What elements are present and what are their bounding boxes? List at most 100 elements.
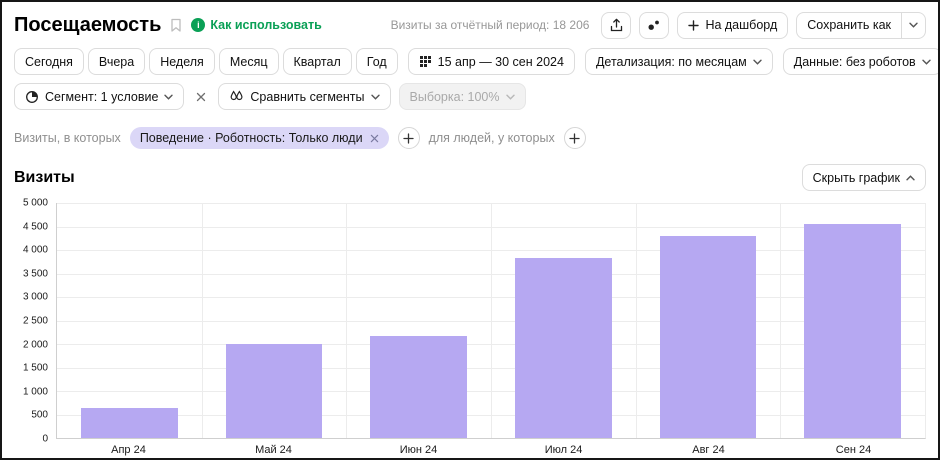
y-tick-label: 2 000	[23, 339, 48, 350]
x-axis-row: Апр 24Май 24Июн 24Июл 24Авг 24Сен 24	[14, 444, 926, 456]
data-mode-button[interactable]: Данные: без роботов	[783, 48, 940, 75]
plus-icon	[688, 20, 699, 31]
segment-label: Сегмент: 1 условие	[45, 90, 158, 104]
export-button[interactable]	[601, 12, 631, 39]
save-as-split-button: Сохранить как	[796, 12, 926, 39]
chart-title: Визиты	[14, 169, 75, 187]
bar-cell	[636, 203, 781, 438]
bookmark-icon[interactable]	[170, 18, 182, 33]
chevron-down-icon	[371, 94, 380, 100]
date-range-button[interactable]: 15 апр — 30 сен 2024	[408, 48, 575, 75]
chevron-up-icon	[906, 175, 915, 181]
visits-chart: 5 0004 5004 0003 5003 0002 5002 0001 500…	[14, 203, 926, 456]
close-icon	[196, 92, 206, 102]
preset-quarter-button[interactable]: Квартал	[283, 48, 352, 75]
preset-week-button[interactable]: Неделя	[149, 48, 215, 75]
x-axis-spacer	[14, 444, 56, 456]
chevron-down-icon	[909, 22, 918, 28]
bar-cell	[57, 203, 202, 438]
metrica-report-window: Посещаемость i Как использовать Визиты з…	[0, 0, 940, 460]
calendar-grid-icon	[419, 55, 432, 68]
segments-row: Сегмент: 1 условие Сравнить сегменты Выб…	[14, 83, 926, 110]
date-range-label: 15 апр — 30 сен 2024	[438, 55, 564, 69]
report-period: Визиты за отчётный период: 18 206	[391, 18, 590, 32]
chevron-down-icon	[753, 59, 762, 65]
y-axis: 5 0004 5004 0003 5003 0002 5002 0001 500…	[14, 203, 56, 439]
page-title: Посещаемость	[14, 14, 161, 37]
bar-3[interactable]	[370, 336, 467, 438]
y-tick-label: 2 500	[23, 316, 48, 327]
y-tick-label: 4 500	[23, 221, 48, 232]
chip-close-icon[interactable]	[370, 134, 379, 143]
x-tick-label: Апр 24	[56, 444, 201, 456]
topbar-right: Визиты за отчётный период: 18 206 На даш…	[391, 12, 926, 39]
add-people-condition-button[interactable]	[564, 127, 586, 149]
x-tick-label: Авг 24	[636, 444, 781, 456]
compare-droplets-icon	[229, 90, 244, 103]
y-tick-label: 1 500	[23, 363, 48, 374]
detalization-button[interactable]: Детализация: по месяцам	[585, 48, 773, 75]
filters-row: Визиты, в которых Поведение · Роботность…	[14, 126, 926, 150]
y-tick-label: 5 000	[23, 198, 48, 209]
preset-yesterday-button[interactable]: Вчера	[88, 48, 145, 75]
chevron-down-icon	[506, 94, 515, 100]
bar-6[interactable]	[804, 224, 901, 438]
add-visit-condition-button[interactable]	[398, 127, 420, 149]
how-to-use-label: Как использовать	[210, 18, 321, 32]
plus-icon	[403, 133, 414, 144]
x-tick-label: Июн 24	[346, 444, 491, 456]
preset-today-button[interactable]: Сегодня	[14, 48, 84, 75]
y-tick-label: 0	[42, 434, 48, 445]
segment-pie-icon	[25, 90, 39, 104]
plus-icon	[569, 133, 580, 144]
y-tick-label: 3 500	[23, 268, 48, 279]
filter-chip-label: Поведение · Роботность: Только люди	[140, 131, 363, 145]
bar-1[interactable]	[81, 408, 178, 438]
chart-header: Визиты Скрыть график	[14, 164, 926, 191]
sampling-label: Выборка: 100%	[410, 90, 500, 104]
chart-row: 5 0004 5004 0003 5003 0002 5002 0001 500…	[14, 203, 926, 439]
y-tick-label: 500	[31, 410, 48, 421]
period-presets: Сегодня Вчера Неделя Месяц Квартал Год	[14, 48, 398, 75]
period-toolbar: Сегодня Вчера Неделя Месяц Квартал Год 1…	[14, 48, 926, 75]
to-dashboard-button[interactable]: На дашборд	[677, 12, 788, 39]
clear-segment-button[interactable]	[192, 88, 210, 106]
bar-4[interactable]	[515, 258, 612, 438]
compare-segments-button[interactable]: Сравнить сегменты	[218, 83, 390, 110]
x-tick-label: Июл 24	[491, 444, 636, 456]
preset-year-button[interactable]: Год	[356, 48, 398, 75]
to-dashboard-label: На дашборд	[705, 18, 777, 32]
share-icon	[609, 18, 624, 33]
info-icon: i	[191, 18, 205, 32]
topbar-left: Посещаемость i Как использовать	[14, 14, 322, 37]
sampling-button[interactable]: Выборка: 100%	[399, 83, 526, 110]
hide-chart-label: Скрыть график	[813, 171, 900, 185]
compare-segments-label: Сравнить сегменты	[250, 90, 364, 104]
save-as-menu-button[interactable]	[902, 12, 926, 39]
visits-filter-label: Визиты, в которых	[14, 131, 121, 145]
save-as-button[interactable]: Сохранить как	[796, 12, 902, 39]
plot-area	[56, 203, 926, 439]
bar-cell	[346, 203, 491, 438]
segment-button[interactable]: Сегмент: 1 условие	[14, 83, 184, 110]
report-period-value: 18 206	[553, 18, 590, 32]
x-tick-label: Сен 24	[781, 444, 926, 456]
report-period-label: Визиты за отчётный период:	[391, 18, 550, 32]
topbar: Посещаемость i Как использовать Визиты з…	[14, 10, 926, 40]
bar-2[interactable]	[226, 344, 323, 438]
bar-cell	[780, 203, 925, 438]
y-tick-label: 1 000	[23, 386, 48, 397]
bars-layer	[57, 203, 925, 438]
x-axis: Апр 24Май 24Июн 24Июл 24Авг 24Сен 24	[56, 444, 926, 456]
data-mode-label: Данные: без роботов	[794, 55, 916, 69]
y-tick-label: 4 000	[23, 245, 48, 256]
filter-chip[interactable]: Поведение · Роботность: Только люди	[130, 127, 389, 149]
widgets-button[interactable]	[639, 12, 669, 39]
bar-5[interactable]	[660, 236, 757, 438]
hide-chart-button[interactable]: Скрыть график	[802, 164, 926, 191]
detalization-label: Детализация: по месяцам	[596, 55, 747, 69]
chevron-down-icon	[922, 59, 931, 65]
how-to-use-link[interactable]: i Как использовать	[191, 18, 321, 32]
chevron-down-icon	[164, 94, 173, 100]
preset-month-button[interactable]: Месяц	[219, 48, 279, 75]
